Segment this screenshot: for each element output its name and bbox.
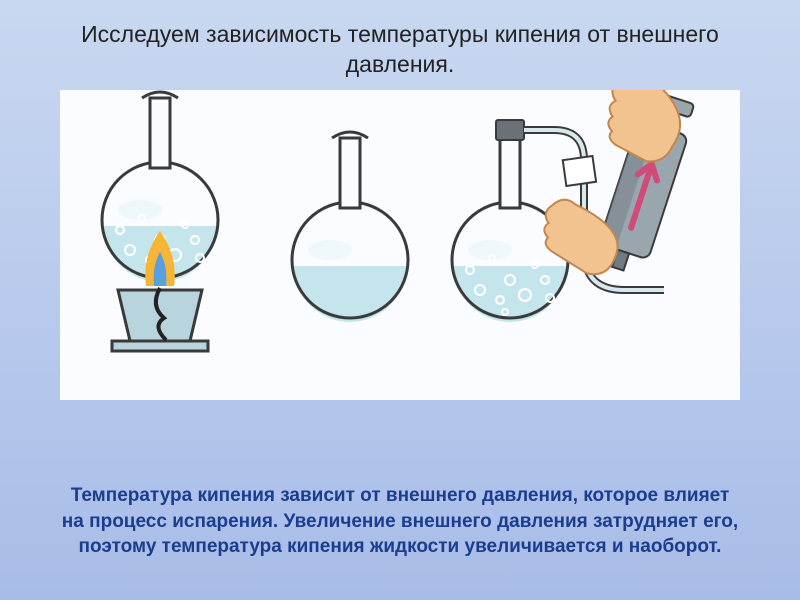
slide-title: Исследуем зависимость температуры кипени…	[0, 20, 800, 80]
flask-illustration	[60, 90, 740, 400]
slide-caption: Температура кипения зависит от внешнего …	[0, 483, 800, 560]
slide: Исследуем зависимость температуры кипени…	[0, 0, 800, 600]
